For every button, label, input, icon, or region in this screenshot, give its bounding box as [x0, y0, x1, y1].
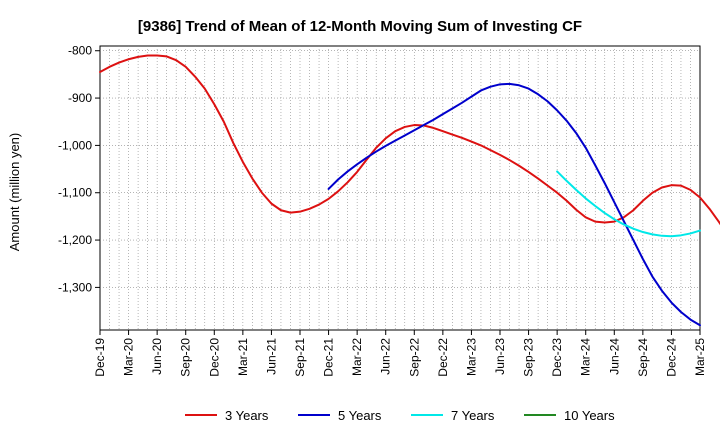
x-tick-label: Jun-23	[493, 338, 507, 375]
x-tick-label: Dec-22	[436, 338, 450, 377]
series-line-3-years	[99, 54, 720, 226]
x-tick-label: Sep-20	[179, 338, 193, 377]
x-tick-label: Jun-22	[379, 338, 393, 375]
x-tick-label: Sep-21	[293, 338, 307, 377]
x-tick-label: Dec-24	[664, 338, 678, 377]
y-tick-label: -1,200	[58, 233, 92, 247]
x-tick-label: Mar-22	[350, 338, 364, 376]
x-tick-label: Jun-21	[264, 338, 278, 375]
x-tick-label: Mar-20	[122, 338, 136, 376]
y-tick-label: -1,100	[58, 186, 92, 200]
y-tick-label: -900	[68, 91, 92, 105]
grid-lines	[100, 46, 700, 330]
x-tick-label: Mar-25	[693, 338, 707, 376]
x-tick-label: Sep-24	[636, 338, 650, 377]
x-tick-label: Dec-19	[93, 338, 107, 377]
y-axis-ticks: -800 -900 -1,000 -1,100 -1,200 -1,300	[58, 44, 100, 294]
legend-label: 3 Years	[225, 408, 269, 423]
x-tick-label: Dec-23	[550, 338, 564, 377]
x-tick-label: Sep-23	[522, 338, 536, 377]
series-lines	[99, 54, 720, 327]
series-line-5-years	[327, 82, 701, 327]
legend-label: 10 Years	[564, 408, 615, 423]
y-tick-label: -800	[68, 44, 92, 58]
x-tick-label: Dec-21	[322, 338, 336, 377]
chart-title: [9386] Trend of Mean of 12-Month Moving …	[138, 18, 582, 35]
y-tick-label: -1,000	[58, 138, 92, 152]
legend-label: 7 Years	[451, 408, 495, 423]
plot-area-frame	[99, 45, 701, 331]
x-tick-label: Sep-22	[407, 338, 421, 377]
x-tick-label: Mar-24	[579, 338, 593, 376]
legend-label: 5 Years	[338, 408, 382, 423]
x-tick-label: Mar-23	[464, 338, 478, 376]
y-axis-label: Amount (million yen)	[7, 133, 22, 252]
x-tick-label: Dec-20	[207, 338, 221, 377]
y-tick-label: -1,300	[58, 280, 92, 294]
x-axis-ticks: Dec-19 Mar-20 Jun-20 Sep-20 Dec-20 Mar-21 Jun-…	[93, 330, 707, 377]
series-line-7-years	[556, 170, 701, 238]
x-tick-label: Jun-20	[150, 338, 164, 375]
x-tick-label: Mar-21	[236, 338, 250, 376]
x-tick-label: Jun-24	[607, 338, 621, 375]
legend: 3 Years 5 Years 7 Years 10 Years	[185, 408, 615, 423]
